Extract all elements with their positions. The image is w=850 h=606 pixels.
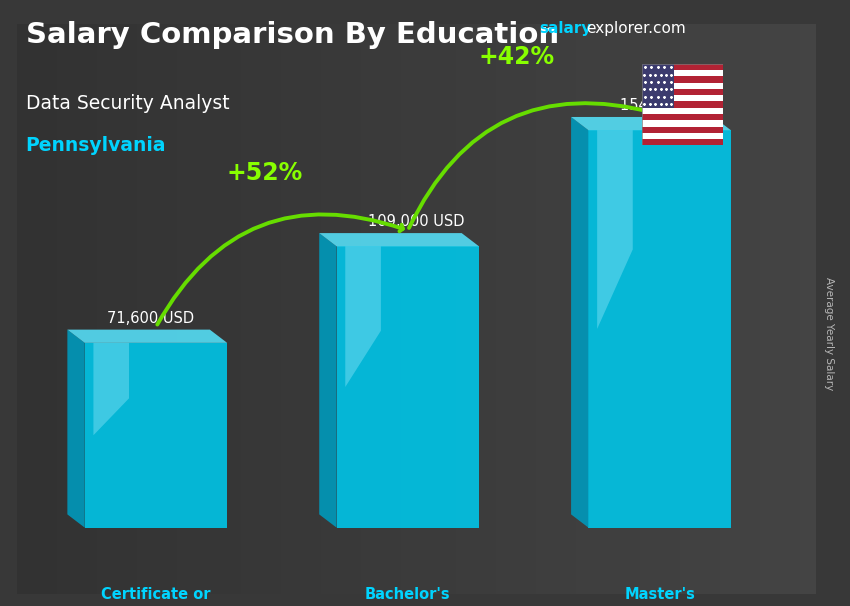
Bar — [642, 101, 722, 108]
Text: Data Security Analyst: Data Security Analyst — [26, 94, 230, 113]
Bar — [642, 95, 722, 101]
Polygon shape — [571, 117, 731, 130]
Polygon shape — [67, 330, 85, 528]
Polygon shape — [94, 343, 129, 435]
Polygon shape — [17, 24, 816, 594]
Bar — [642, 114, 722, 120]
Text: salary: salary — [540, 21, 592, 36]
Text: Pennsylvania: Pennsylvania — [26, 136, 166, 155]
Polygon shape — [598, 130, 632, 329]
Bar — [642, 120, 722, 127]
Polygon shape — [588, 130, 731, 528]
Text: Salary Comparison By Education: Salary Comparison By Education — [26, 21, 558, 49]
Bar — [642, 70, 722, 76]
Text: Average Yearly Salary: Average Yearly Salary — [824, 277, 834, 390]
Polygon shape — [320, 233, 479, 247]
Bar — [642, 82, 722, 89]
Bar — [642, 89, 722, 95]
Bar — [642, 127, 722, 133]
Bar — [642, 64, 674, 108]
Text: 154,000 USD: 154,000 USD — [620, 98, 717, 113]
Polygon shape — [345, 247, 381, 387]
Text: Certificate or
Diploma: Certificate or Diploma — [101, 587, 211, 606]
Bar — [642, 139, 722, 145]
Polygon shape — [85, 343, 227, 528]
Bar — [642, 76, 722, 82]
Text: explorer.com: explorer.com — [586, 21, 686, 36]
Text: Bachelor's
Degree: Bachelor's Degree — [365, 587, 450, 606]
Text: Master's
Degree: Master's Degree — [624, 587, 695, 606]
Text: +42%: +42% — [479, 45, 554, 69]
Polygon shape — [320, 233, 337, 528]
Polygon shape — [67, 330, 227, 343]
Bar — [642, 108, 722, 114]
Text: 109,000 USD: 109,000 USD — [368, 214, 465, 229]
Bar — [642, 133, 722, 139]
Bar — [642, 64, 722, 70]
Text: +52%: +52% — [226, 161, 303, 185]
Text: 71,600 USD: 71,600 USD — [107, 311, 195, 325]
Polygon shape — [571, 117, 588, 528]
Polygon shape — [337, 247, 479, 528]
